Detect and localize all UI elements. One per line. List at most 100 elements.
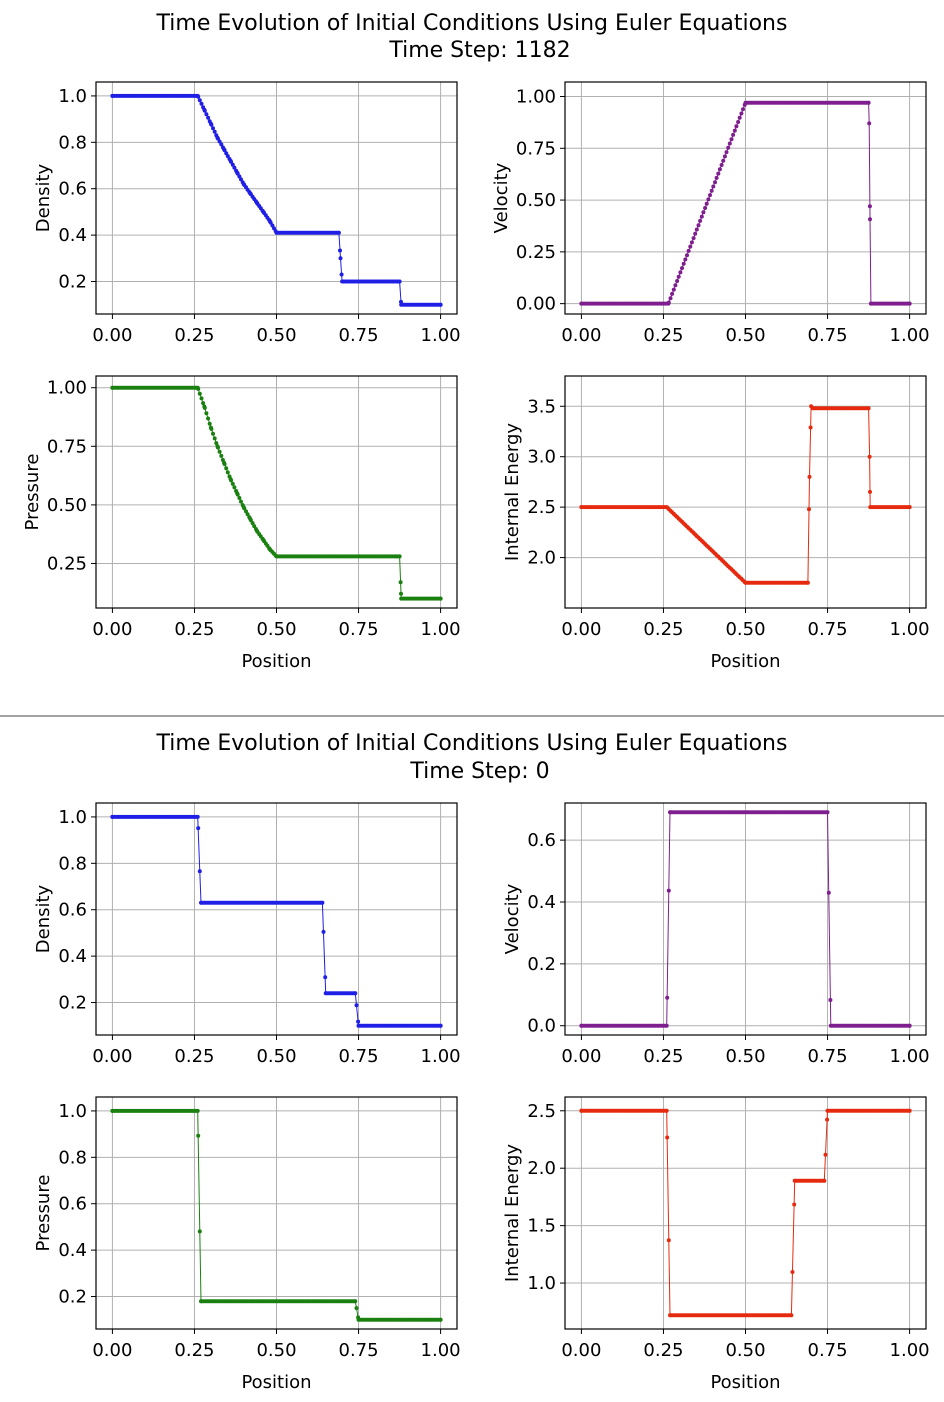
data-point [230, 481, 235, 486]
data-point [321, 929, 326, 934]
data-point [215, 135, 220, 140]
data-point [907, 301, 912, 306]
data-point [202, 107, 207, 112]
data-point [110, 1108, 115, 1113]
data-point [199, 101, 204, 106]
series-markers [579, 1108, 912, 1318]
x-tick-label: 0.25 [643, 619, 683, 640]
x-tick-label: 0.25 [174, 325, 214, 346]
data-point [701, 210, 706, 215]
data-point [250, 521, 255, 526]
y-tick-label: 2.5 [527, 497, 556, 518]
data-point [868, 489, 872, 494]
data-point [254, 528, 259, 533]
data-point [196, 1133, 201, 1138]
data-point [225, 154, 230, 159]
data-point [211, 431, 215, 436]
data-point [354, 1306, 359, 1311]
y-tick-label: 0.4 [58, 946, 87, 967]
figure-1-subtitle: Time Step: 1182 [388, 38, 570, 63]
data-point [219, 142, 224, 147]
data-point [664, 1023, 669, 1028]
x-tick-label: 0.50 [256, 619, 296, 640]
data-point [807, 474, 812, 479]
data-point [356, 1317, 361, 1322]
charts-layer: 0.00 0.25 0.50 0.75 1.00 0.2 0.4 0.6 0.8 1.0 Densi… [22, 81, 930, 1393]
y-tick-label: 0.50 [47, 495, 87, 516]
x-tick-label: 0.50 [725, 619, 765, 640]
data-point [208, 425, 213, 430]
subplot-3: 0.00 0.25 0.50 0.75 1.00 0.25 0.50 0.75 1.00 Posi… [22, 375, 461, 672]
series-markers [579, 100, 912, 306]
y-tick-label: 0.6 [58, 179, 87, 200]
data-point [722, 154, 727, 159]
data-point [664, 1108, 669, 1113]
data-point [743, 100, 748, 105]
data-point [808, 425, 813, 430]
y-tick-label: 0.8 [58, 853, 87, 874]
data-point [579, 1108, 584, 1113]
y-tick-label: 0.8 [58, 132, 87, 153]
x-axis-label: Position [241, 651, 311, 672]
y-tick-label: 0.6 [58, 900, 87, 921]
data-point [245, 512, 250, 517]
x-tick-label: 0.75 [808, 1046, 848, 1067]
data-point [664, 505, 669, 510]
data-point [232, 485, 237, 490]
data-point [274, 230, 279, 235]
data-point [673, 283, 678, 288]
data-point [196, 826, 201, 831]
data-point [680, 266, 684, 271]
data-point [201, 401, 206, 406]
series-markers [110, 385, 443, 601]
data-point [222, 147, 226, 152]
y-tick-label: 1.00 [516, 87, 556, 108]
y-axis-label: Density [33, 163, 54, 232]
x-tick-label: 1.00 [421, 325, 461, 346]
data-point [666, 1238, 671, 1243]
x-tick-label: 0.50 [725, 325, 765, 346]
data-point [219, 453, 224, 458]
x-axis-label: Position [241, 1372, 311, 1393]
data-point [668, 810, 672, 815]
data-point [397, 554, 402, 559]
data-point [206, 115, 211, 120]
data-point [719, 163, 724, 167]
x-tick-label: 0.75 [339, 619, 379, 640]
data-point [399, 591, 403, 596]
x-tick-label: 0.00 [561, 325, 601, 346]
data-point [274, 554, 279, 559]
y-tick-label: 0.25 [516, 242, 556, 263]
x-tick-label: 0.25 [643, 325, 683, 346]
x-tick-label: 1.00 [890, 325, 930, 346]
x-tick-label: 0.75 [339, 325, 379, 346]
data-point [579, 505, 584, 510]
x-tick-label: 1.00 [421, 1046, 461, 1067]
data-point [676, 274, 681, 279]
x-tick-label: 0.00 [92, 1340, 132, 1361]
data-point [724, 150, 729, 155]
data-point [230, 162, 235, 167]
data-point [199, 396, 204, 401]
data-point [204, 411, 209, 416]
data-point [261, 538, 266, 542]
y-tick-label: 0.6 [58, 1194, 87, 1215]
data-point [867, 121, 872, 126]
data-point [826, 890, 831, 895]
data-point [828, 1023, 833, 1028]
data-point [323, 975, 328, 980]
data-point [822, 1178, 827, 1183]
data-point [866, 406, 871, 411]
data-point [907, 505, 912, 510]
y-tick-label: 0.2 [527, 954, 556, 975]
data-point [666, 888, 671, 893]
data-point [241, 505, 246, 510]
data-point [206, 416, 211, 421]
data-point [199, 1299, 203, 1304]
data-point [214, 441, 219, 446]
data-point [338, 248, 342, 253]
data-point [248, 516, 253, 521]
figure-1-title: Time Evolution of Initial Conditions Usi… [156, 11, 788, 36]
x-tick-label: 0.50 [256, 1046, 296, 1067]
subplot-4: 0.00 0.25 0.50 0.75 1.00 2.0 2.5 3.0 3.5 Position… [502, 375, 930, 672]
